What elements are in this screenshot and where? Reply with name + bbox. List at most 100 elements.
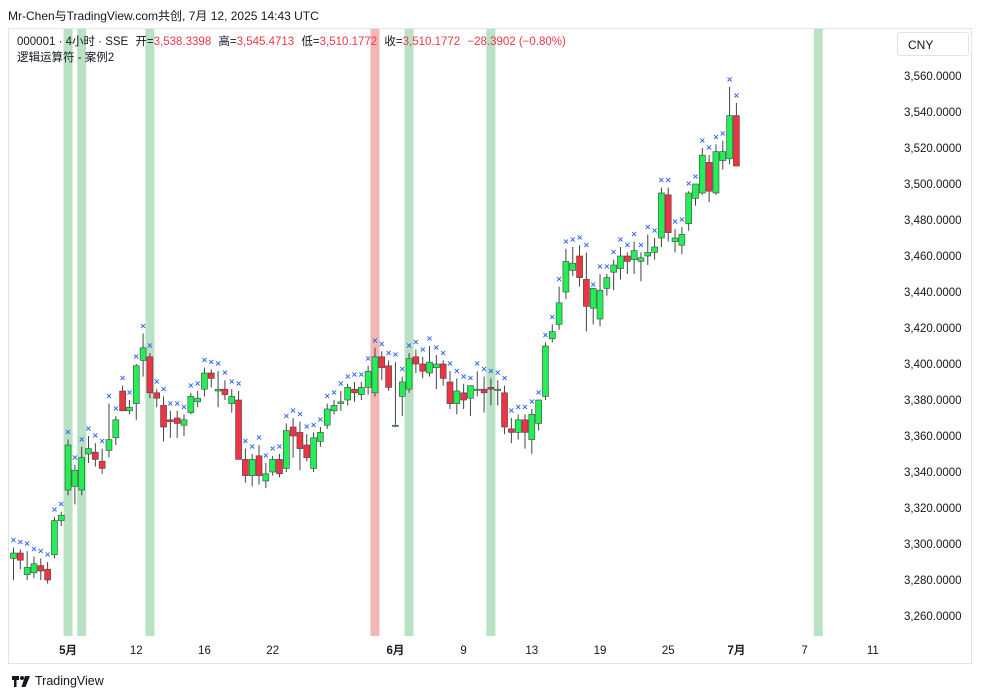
high-value: 3,545.4713 xyxy=(236,36,295,48)
signal-marker-106: × xyxy=(733,91,740,100)
x-tick-label: 9 xyxy=(460,645,466,657)
candle-91 xyxy=(630,241,638,274)
highlight-band-0 xyxy=(63,29,73,636)
x-tick-label: 13 xyxy=(525,645,538,657)
candle-11 xyxy=(85,436,92,463)
candle-73 xyxy=(508,418,515,444)
signal-marker-35: × xyxy=(249,442,256,451)
low-value: 3,510.1772 xyxy=(319,36,378,48)
signal-marker-82: × xyxy=(569,235,576,244)
candle-106 xyxy=(733,103,740,167)
signal-marker-52: × xyxy=(365,354,372,363)
signal-marker-40: × xyxy=(283,411,290,420)
candle-48 xyxy=(337,391,345,411)
signal-marker-33: × xyxy=(235,379,242,388)
signal-marker-80: × xyxy=(556,275,563,284)
highlight-band-5 xyxy=(486,29,496,636)
signal-marker-92: × xyxy=(638,240,645,249)
candle-5 xyxy=(44,562,51,584)
candle-33 xyxy=(235,391,242,460)
currency-button[interactable]: CNY xyxy=(897,32,969,56)
candle-105 xyxy=(726,86,733,165)
candle-78 xyxy=(542,342,549,400)
y-tick-label: 3,280.0000 xyxy=(904,575,962,587)
y-tick-label: 3,320.0000 xyxy=(904,503,962,515)
signal-marker-0: × xyxy=(10,536,17,545)
candle-71 xyxy=(494,380,502,406)
symbol-legend: 000001 · 4小时 · SSE 开=3,538.3398 高=3,545.… xyxy=(17,34,566,66)
signal-marker-99: × xyxy=(685,179,692,188)
signal-marker-17: × xyxy=(126,388,133,397)
signal-marker-98: × xyxy=(679,215,686,224)
candle-90 xyxy=(623,252,631,274)
candle-100 xyxy=(692,183,699,206)
candle-26 xyxy=(187,392,195,415)
candle-96 xyxy=(664,187,672,242)
signal-marker-67: × xyxy=(467,374,474,383)
symbol-info: 000001 · 4小时 · SSE xyxy=(17,36,129,48)
indicator-name[interactable]: 逻辑运算符 - 案例2 xyxy=(17,52,115,64)
signal-marker-91: × xyxy=(631,230,638,239)
signal-marker-73: × xyxy=(508,406,515,415)
signal-marker-14: × xyxy=(106,392,113,401)
signal-marker-5: × xyxy=(44,550,51,559)
candle-72 xyxy=(501,385,508,435)
change-value: −28.3902 (−0.80%) xyxy=(467,36,566,48)
signal-marker-102: × xyxy=(706,143,713,152)
signal-marker-77: × xyxy=(535,388,542,397)
low-label: 低= xyxy=(301,36,320,48)
signal-markers: × × × × × × × × × × × × × × × × × × × × × × × × × × × × × × × × × × × × × × × ×… xyxy=(10,75,740,559)
candle-9 xyxy=(71,464,79,505)
tradingview-logo[interactable]: TradingView xyxy=(12,674,104,688)
signal-marker-11: × xyxy=(85,424,92,433)
signal-marker-89: × xyxy=(617,235,624,244)
signal-marker-12: × xyxy=(92,431,99,440)
candle-82 xyxy=(569,247,577,276)
candle-95 xyxy=(658,187,665,247)
candle-41 xyxy=(289,418,297,458)
candle-76 xyxy=(528,409,536,454)
signal-marker-95: × xyxy=(658,176,665,185)
signal-marker-36: × xyxy=(256,433,263,442)
y-tick-label: 3,300.0000 xyxy=(904,539,962,551)
candle-28 xyxy=(201,367,208,397)
x-tick-label: 6月 xyxy=(386,644,404,657)
signal-marker-76: × xyxy=(528,397,535,406)
y-tick-label: 3,560.0000 xyxy=(904,71,962,83)
signal-marker-65: × xyxy=(453,366,460,375)
candle-97 xyxy=(671,229,679,253)
signal-marker-103: × xyxy=(713,132,720,141)
signal-marker-6: × xyxy=(51,505,58,514)
candle-70 xyxy=(487,378,495,406)
candle-87 xyxy=(603,274,611,296)
candle-54 xyxy=(378,351,386,381)
signal-marker-45: × xyxy=(317,415,324,424)
signal-marker-81: × xyxy=(563,237,570,246)
signal-marker-8: × xyxy=(65,428,72,437)
y-tick-label: 3,260.0000 xyxy=(904,611,962,623)
signal-marker-37: × xyxy=(262,451,269,460)
candle-27 xyxy=(194,391,201,408)
chart-watermark: Mr-Chen与TradingView.com共创, 7月 12, 2025 1… xyxy=(8,9,319,23)
candle-50 xyxy=(351,382,358,402)
signal-marker-46: × xyxy=(324,392,331,401)
signal-marker-20: × xyxy=(147,341,154,350)
candle-46 xyxy=(323,403,331,429)
signal-marker-16: × xyxy=(119,374,126,383)
signal-marker-54: × xyxy=(378,339,385,348)
signal-marker-79: × xyxy=(549,312,556,321)
candle-25 xyxy=(180,414,188,436)
candle-88 xyxy=(610,259,617,291)
signal-marker-9: × xyxy=(72,453,79,462)
chart-frame xyxy=(8,28,972,664)
x-tick-label: 22 xyxy=(266,645,279,657)
x-tick-label: 16 xyxy=(198,645,211,657)
signal-marker-101: × xyxy=(699,136,706,145)
candle-103 xyxy=(712,144,720,195)
x-tick-label: 11 xyxy=(867,645,879,657)
high-label: 高= xyxy=(218,36,237,48)
signal-marker-93: × xyxy=(644,222,651,231)
signal-marker-49: × xyxy=(344,372,351,381)
signal-marker-59: × xyxy=(413,338,420,347)
